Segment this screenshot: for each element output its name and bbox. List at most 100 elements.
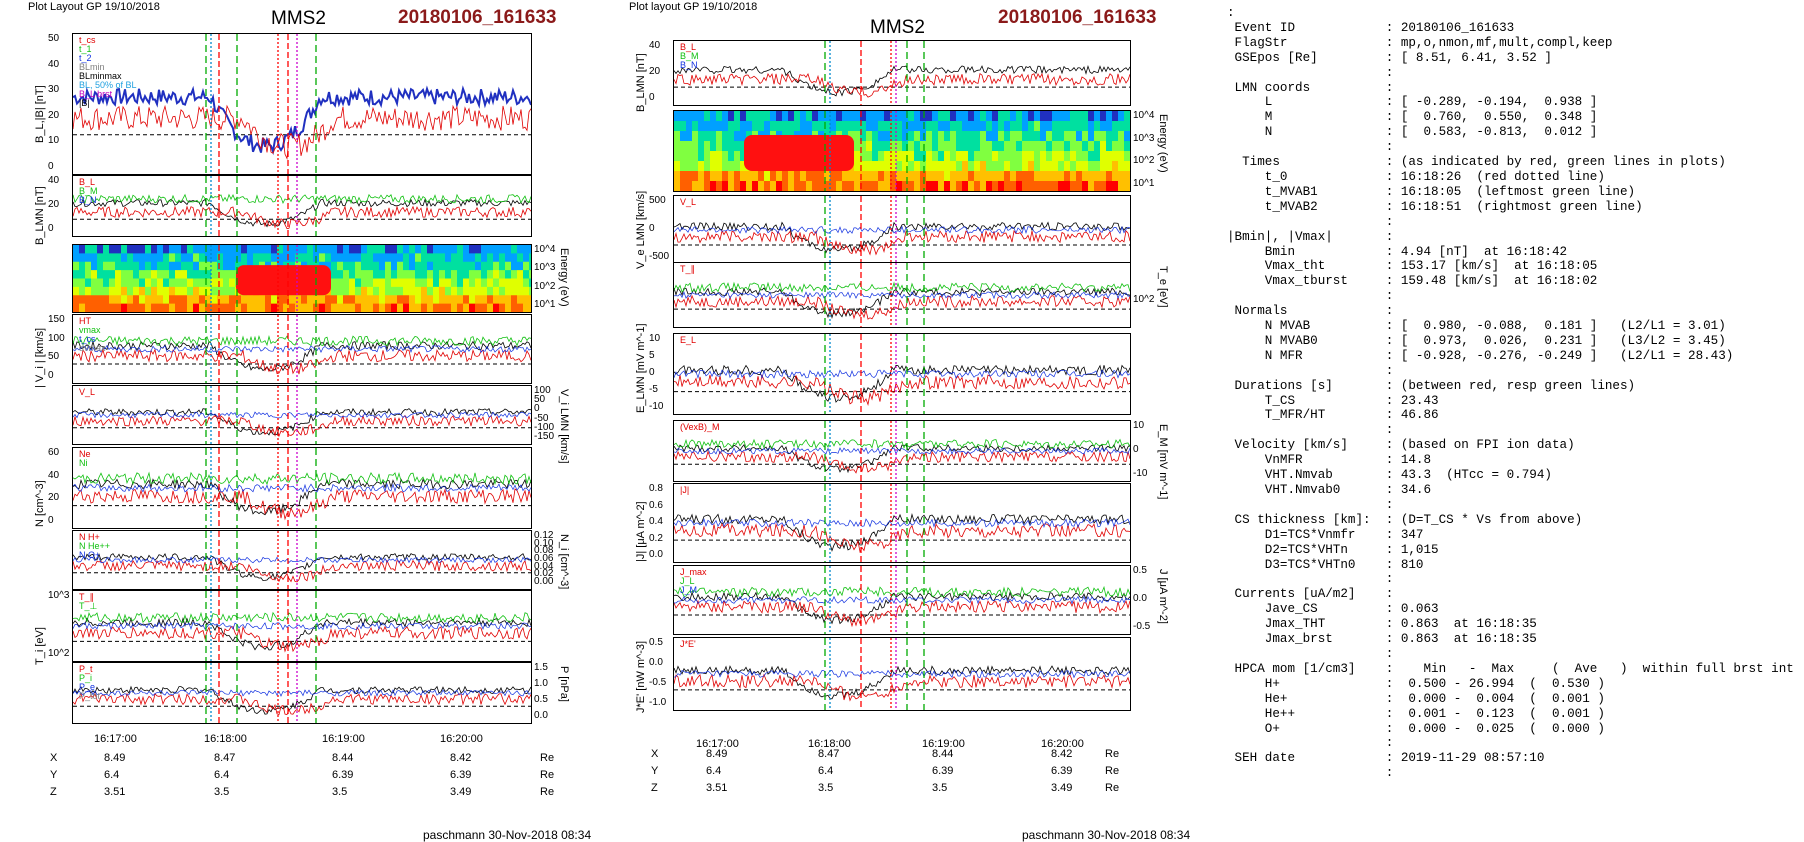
left-spec-cell bbox=[91, 270, 97, 279]
mid-spec-cell bbox=[974, 111, 980, 122]
left-spec-cell bbox=[451, 245, 457, 254]
left-spec-cell bbox=[463, 261, 469, 271]
left-spec-cell bbox=[91, 295, 97, 305]
left-spec-cell bbox=[175, 286, 181, 296]
mid-spec-cell bbox=[962, 121, 968, 132]
left-spec-cell bbox=[457, 295, 463, 305]
left-legend-item: T_⊥ bbox=[79, 601, 98, 611]
mid-spec-hot bbox=[744, 135, 854, 171]
left-spec-cell bbox=[289, 303, 295, 312]
mid-spec-cell bbox=[968, 161, 974, 172]
left-panel-8: P_t P_i P_e P_tot bbox=[72, 662, 532, 724]
mid-spec-cell bbox=[1112, 111, 1118, 122]
left-spec-cell bbox=[529, 286, 531, 296]
left-spec-cell bbox=[523, 303, 529, 312]
info-line: LMN coords : bbox=[1227, 80, 1394, 95]
left-spec-cell bbox=[403, 286, 409, 296]
left-spec-cell bbox=[103, 270, 109, 279]
mid-spec-cell bbox=[1082, 151, 1088, 162]
mid-spec-cell bbox=[992, 171, 998, 182]
left-legend-item: B_M bbox=[79, 186, 98, 196]
left-spec-cell bbox=[133, 278, 139, 288]
left-spec-cell bbox=[499, 245, 505, 254]
left-legend-item: T_∥ bbox=[79, 592, 95, 602]
mid-spec-cell bbox=[794, 171, 800, 182]
left-spec-cell bbox=[217, 303, 223, 312]
mid-spec-cell bbox=[734, 151, 740, 162]
mid-spec-cell bbox=[1046, 171, 1052, 182]
left-spec-cell bbox=[73, 261, 79, 271]
mid-spec-cell bbox=[866, 121, 872, 132]
mid-spec-cell bbox=[818, 111, 824, 122]
mid-spec-cell bbox=[830, 181, 836, 191]
mid-spec-cell bbox=[920, 151, 926, 162]
left-xtick: 16:18:00 bbox=[204, 733, 247, 745]
info-line: HPCA mom [1/cm3] : Min - Max ( Ave ) wit… bbox=[1227, 661, 1794, 676]
left-ytick-right: 0.5 bbox=[534, 694, 548, 705]
mid-spec-cell bbox=[830, 121, 836, 132]
mid-spec-cell bbox=[1010, 121, 1016, 132]
mid-spec-cell bbox=[1124, 181, 1130, 191]
mid-spec-cell bbox=[896, 131, 902, 142]
mid-spec-cell bbox=[800, 111, 806, 122]
left-trace-b bbox=[73, 205, 531, 230]
left-spec-cell bbox=[277, 245, 283, 254]
mid-trace-a bbox=[674, 64, 1130, 97]
left-ephem-name: Y bbox=[50, 769, 58, 781]
mid-spec-cell bbox=[944, 141, 950, 152]
left-spec-cell bbox=[403, 278, 409, 288]
left-spec-cell bbox=[133, 303, 139, 312]
mid-ephem-value: 8.49 bbox=[706, 748, 728, 760]
left-spec-cell bbox=[445, 286, 451, 296]
left-spec-cell bbox=[109, 278, 115, 288]
left-spec-cell bbox=[445, 270, 451, 279]
mid-spec-cell bbox=[710, 161, 716, 172]
left-legend-item: P_i bbox=[79, 673, 93, 683]
mid-spec-cell bbox=[704, 181, 710, 191]
mid-spec-cell bbox=[842, 181, 848, 191]
left-spec-cell bbox=[97, 245, 103, 254]
mid-ytick: 10 bbox=[649, 333, 661, 344]
left-legend-item: vmax bbox=[79, 325, 101, 335]
mid-spec-cell bbox=[680, 131, 686, 142]
left-spec-cell bbox=[439, 261, 445, 271]
mid-spec-cell bbox=[878, 141, 884, 152]
mid-spec-cell bbox=[1046, 131, 1052, 142]
left-spec-cell bbox=[499, 295, 505, 305]
mid-spec-cell bbox=[740, 121, 746, 132]
left-xtick: 16:19:00 bbox=[322, 733, 365, 745]
mid-spec-cell bbox=[980, 181, 986, 191]
left-spec-cell bbox=[379, 278, 385, 288]
mid-legend-item: T_∥ bbox=[680, 264, 696, 274]
mid-ephem-value: 3.5 bbox=[818, 782, 834, 794]
mid-spec-cell bbox=[956, 171, 962, 182]
info-line: t_MVAB1 : 16:18:05 (leftmost green line) bbox=[1227, 184, 1636, 199]
mid-trace-d bbox=[674, 291, 1130, 300]
mid-spec-cell bbox=[1064, 121, 1070, 132]
info-line: Times : (as indicated by red, green line… bbox=[1227, 155, 1726, 170]
mid-spec-cell bbox=[908, 181, 914, 191]
left-spec-cell bbox=[325, 295, 331, 305]
left-spec-cell bbox=[355, 278, 361, 288]
left-legend-item: N He++ bbox=[79, 541, 111, 551]
left-spec-cell bbox=[367, 245, 373, 254]
mid-spec-cell bbox=[680, 141, 686, 152]
left-spec-cell bbox=[193, 286, 199, 296]
mid-spec-cell bbox=[716, 111, 722, 122]
left-panel-7: T_∥ T_⊥ bbox=[72, 590, 532, 662]
mid-ylabel: B_LMN [nT] bbox=[635, 53, 647, 112]
left-spec-cell bbox=[217, 245, 223, 254]
left-spec-cell bbox=[175, 261, 181, 271]
mid-spec-cell bbox=[1106, 151, 1112, 162]
left-trace-a bbox=[73, 198, 531, 228]
left-spec-cell bbox=[499, 270, 505, 279]
mid-spec-cell bbox=[902, 151, 908, 162]
info-line: : bbox=[1227, 289, 1394, 304]
left-spec-cell bbox=[349, 261, 355, 271]
left-spec-cell bbox=[115, 245, 121, 254]
mid-spec-cell bbox=[932, 141, 938, 152]
mid-spec-cell bbox=[968, 171, 974, 182]
left-spec-cell bbox=[511, 261, 517, 271]
left-legend-item: P_tot bbox=[79, 691, 101, 701]
left-spec-cell bbox=[211, 270, 217, 279]
